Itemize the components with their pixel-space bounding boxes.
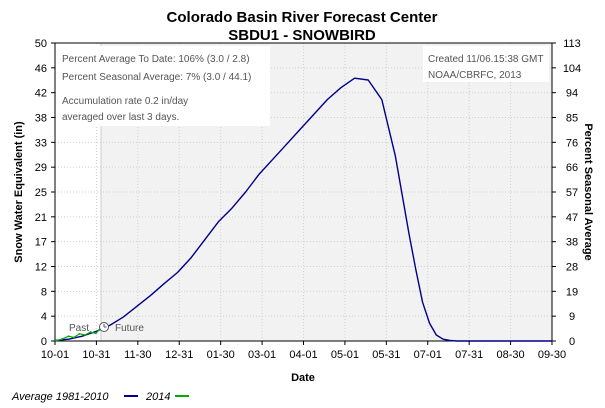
x-axis-ticks: 10-01 10-31 11-30 12-31 01-30 03-01 04-01 05-01… (41, 341, 566, 361)
y-left-tick-label: 12 (35, 262, 47, 274)
info-accumulation-rate: Accumulation rate 0.2 in/day (62, 96, 188, 107)
y-right-axis-ticks: 0 9 19 28 38 47 57 66 76 85 94 104 113 (552, 38, 581, 348)
y-right-tick-label: 85 (566, 113, 578, 125)
future-label: Future (115, 323, 144, 334)
y-left-axis-label: Snow Water Equivalent (in) (13, 121, 25, 263)
y-right-tick-label: 9 (569, 311, 575, 323)
x-tick-label: 12-31 (165, 349, 193, 361)
y-left-tick-label: 17 (35, 237, 47, 249)
y-right-tick-label: 113 (563, 38, 581, 50)
series-point-2014 (60, 338, 63, 341)
legend-label-2014: 2014 (145, 391, 170, 403)
created-box (423, 46, 549, 82)
y-right-tick-label: 0 (569, 336, 575, 348)
y-right-tick-label: 57 (566, 187, 578, 199)
chart-title: Colorado Basin River Forecast Center (167, 9, 438, 26)
y-right-axis-label: Percent Seasonal Average (582, 123, 594, 260)
y-left-tick-label: 21 (35, 212, 47, 224)
x-tick-label: 01-30 (207, 349, 235, 361)
legend-label-average: Average 1981-2010 (11, 391, 109, 403)
y-right-tick-label: 38 (566, 237, 578, 249)
x-tick-label: 09-30 (538, 349, 566, 361)
chart-subtitle: SBDU1 - SNOWBIRD (228, 27, 376, 44)
x-tick-label: 07-01 (414, 349, 442, 361)
clock-icon (99, 322, 109, 332)
y-right-tick-label: 66 (566, 162, 578, 174)
y-left-tick-label: 4 (41, 311, 47, 323)
x-tick-label: 05-01 (331, 349, 359, 361)
y-right-tick-label: 47 (566, 212, 578, 224)
info-percent-seasonal: Percent Seasonal Average: 7% (3.0 / 44.1… (62, 72, 251, 83)
series-point-2014 (78, 332, 81, 335)
x-tick-label: 04-01 (289, 349, 317, 361)
info-percent-average: Percent Average To Date: 106% (3.0 / 2.8… (62, 54, 250, 65)
y-left-tick-label: 38 (35, 113, 47, 125)
x-tick-label: 10-01 (41, 349, 69, 361)
x-tick-label: 03-01 (248, 349, 276, 361)
y-left-tick-label: 25 (35, 187, 47, 199)
y-right-tick-label: 28 (566, 262, 578, 274)
y-left-tick-label: 46 (35, 63, 47, 75)
y-left-tick-label: 33 (35, 137, 47, 149)
x-tick-label: 11-30 (124, 349, 151, 361)
y-right-tick-label: 94 (566, 88, 578, 100)
x-tick-label: 07-31 (455, 349, 483, 361)
created-timestamp: Created 11/06.15:38 GMT (428, 54, 543, 65)
series-line-average (54, 77, 552, 342)
y-left-tick-label: 42 (35, 88, 47, 100)
x-tick-label: 05-31 (372, 349, 400, 361)
created-agency: NOAA/CBRFC, 2013 (428, 70, 522, 81)
y-left-tick-label: 0 (41, 336, 47, 348)
y-left-axis-ticks: 0 4 8 12 17 21 25 29 33 38 42 46 50 (35, 38, 55, 348)
series-point-2014 (94, 332, 97, 335)
series-point-2014 (89, 331, 92, 333)
y-right-tick-label: 104 (563, 63, 581, 75)
past-label: Past (69, 323, 89, 334)
x-tick-label: 08-30 (497, 349, 525, 361)
info-box (58, 46, 270, 126)
series-point-2014 (84, 334, 86, 336)
y-left-tick-label: 8 (41, 286, 47, 298)
x-axis-label: Date (291, 372, 315, 384)
y-left-tick-label: 29 (35, 162, 47, 174)
series-point-2014 (67, 335, 70, 338)
info-averaged: averaged over last 3 days. (62, 112, 179, 123)
y-left-tick-label: 50 (35, 38, 47, 50)
series-point-2014 (73, 336, 75, 339)
y-right-tick-label: 76 (566, 137, 578, 149)
x-tick-label: 10-31 (82, 349, 110, 361)
y-right-tick-label: 19 (566, 286, 578, 298)
